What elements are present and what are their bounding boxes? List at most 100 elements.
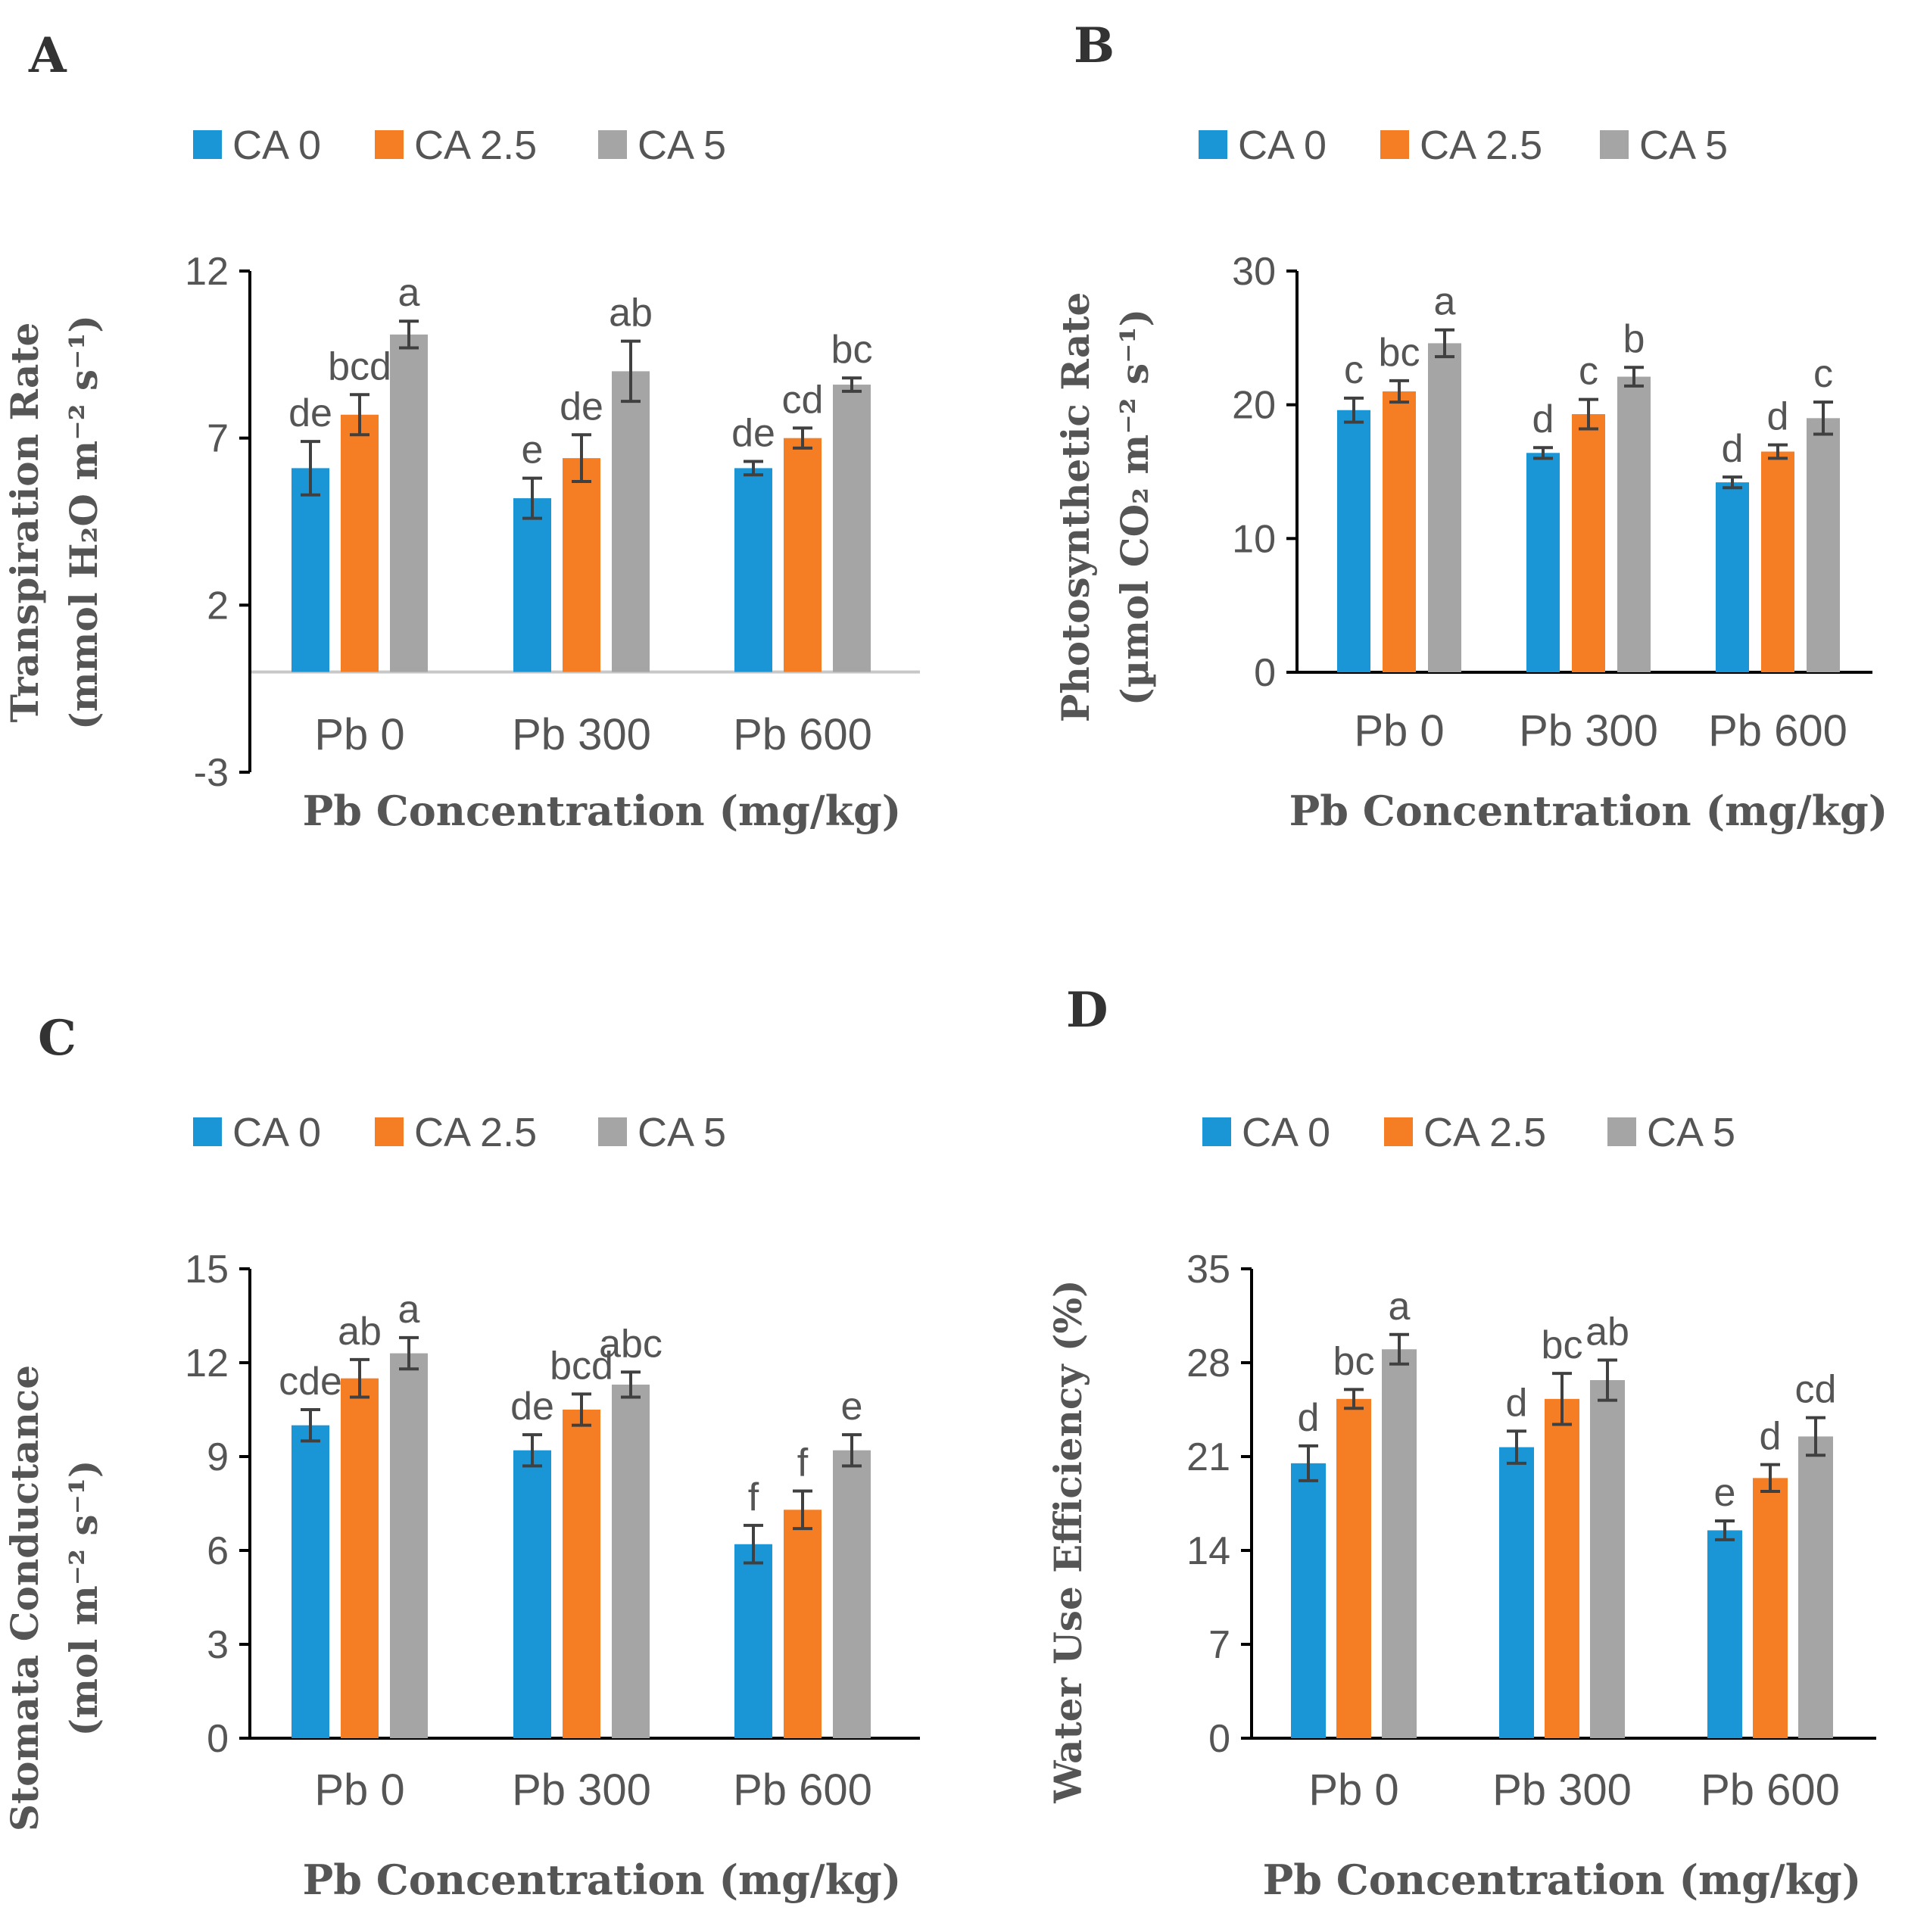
significance-letter-ca25-pb0: bcd: [328, 344, 391, 388]
legend-label-ca0: CA 0: [1242, 1110, 1330, 1155]
x-axis-title: Pb Concentration (mg/kg): [1289, 787, 1888, 835]
x-category-label-pb600: Pb 600: [733, 710, 872, 759]
bar-ca0-pb300: [1526, 453, 1560, 672]
legend-swatch-ca5: [598, 130, 627, 159]
bar-ca25-pb300: [563, 1410, 600, 1738]
y-axis-title-units: (µmol CO₂ m⁻² s⁻¹): [1112, 309, 1157, 706]
bar-ca0-pb300: [513, 498, 551, 672]
bar-ca5-pb0: [390, 334, 428, 672]
bar-ca0-pb600: [734, 1544, 772, 1738]
bar-ca25-pb0: [341, 414, 379, 672]
legend-label-ca25: CA 2.5: [1423, 1110, 1546, 1155]
chart-panel-d: D CA 0 CA 2.5 CA 5 35 28 21 14 7 0 d d e bc bc d a ab cd Pb…: [952, 966, 1905, 1932]
bar-ca25-pb600: [1753, 1478, 1788, 1738]
bar-ca0-pb600: [1716, 482, 1749, 672]
legend-label-ca5: CA 5: [1647, 1110, 1735, 1155]
significance-letter-ca0-pb600: e: [1714, 1471, 1736, 1515]
bar-ca0-pb0: [1337, 410, 1370, 672]
x-category-label-pb600: Pb 600: [1708, 706, 1847, 756]
significance-letter-ca5-pb600: cd: [1795, 1368, 1837, 1412]
y-axis-title: Water Use Efficiency (%): [1046, 1279, 1090, 1803]
significance-letter-ca5-pb300: abc: [599, 1322, 663, 1366]
bar-ca25-pb300: [1572, 414, 1605, 672]
significance-letter-ca0-pb0: cde: [279, 1360, 342, 1404]
y-tick-label: 12: [185, 250, 229, 294]
y-tick-label: 7: [1208, 1623, 1230, 1667]
bar-ca5-pb600: [1798, 1436, 1833, 1738]
bar-ca5-pb600: [1807, 418, 1840, 672]
panel-label-c: C: [38, 1010, 76, 1067]
bar-ca25-pb300: [563, 458, 600, 672]
y-tick-label: 6: [207, 1529, 229, 1573]
bar-ca0-pb300: [1499, 1447, 1534, 1738]
legend-swatch-ca0: [193, 1117, 222, 1146]
legend-swatch-ca25: [1384, 1117, 1413, 1146]
significance-letter-ca0-pb0: d: [1298, 1396, 1320, 1440]
significance-letter-ca0-pb0: de: [288, 391, 332, 435]
chart-panel-c: C CA 0 CA 2.5 CA 5 15 12 9 6 3 0 cde de f ab bcd f a abc e…: [0, 966, 952, 1932]
legend-label-ca25: CA 2.5: [414, 123, 537, 168]
y-tick-label: 35: [1186, 1248, 1230, 1292]
y-tick-label: 10: [1232, 517, 1276, 561]
legend-label-ca5: CA 5: [1639, 123, 1728, 168]
bar-ca25-pb0: [1383, 391, 1416, 672]
x-category-label-pb300: Pb 300: [1519, 706, 1658, 756]
y-axis-title: Photosynthetic Rate: [1053, 292, 1098, 723]
legend-swatch-ca0: [193, 130, 222, 159]
y-tick-label: 0: [1208, 1717, 1230, 1761]
bar-ca25-pb600: [1761, 451, 1794, 672]
significance-letter-ca0-pb300: d: [1506, 1381, 1528, 1425]
significance-letter-ca5-pb0: a: [398, 271, 420, 315]
bar-ca0-pb0: [292, 468, 329, 672]
x-category-label-pb0: Pb 0: [314, 710, 404, 759]
bar-ca25-pb300: [1545, 1398, 1579, 1738]
bar-ca0-pb0: [1291, 1463, 1326, 1738]
significance-letter-ca25-pb600: f: [797, 1441, 809, 1485]
x-category-label-pb300: Pb 300: [1492, 1765, 1632, 1815]
bar-ca5-pb600: [833, 1450, 871, 1738]
legend-swatch-ca0: [1199, 130, 1227, 159]
y-tick-label: 2: [207, 584, 229, 628]
significance-letter-ca0-pb300: d: [1532, 397, 1554, 441]
bar-ca5-pb300: [612, 371, 650, 672]
bar-ca0-pb0: [292, 1425, 329, 1738]
x-category-label-pb0: Pb 0: [314, 1765, 404, 1815]
legend-swatch-ca25: [1380, 130, 1409, 159]
y-axis-title-units: (mmol H₂O m⁻² s⁻¹): [61, 315, 106, 730]
panel-label-d: D: [1066, 982, 1108, 1039]
significance-letter-ca25-pb0: bc: [1379, 331, 1420, 375]
significance-letter-ca25-pb0: bc: [1333, 1339, 1375, 1383]
significance-letter-ca5-pb300: ab: [1585, 1310, 1629, 1354]
x-axis-title: Pb Concentration (mg/kg): [1263, 1856, 1862, 1904]
y-tick-label: 28: [1186, 1341, 1230, 1385]
significance-letter-ca0-pb300: e: [522, 428, 544, 472]
significance-letter-ca25-pb600: cd: [782, 378, 824, 422]
panel-label-a: A: [28, 27, 67, 84]
bar-ca0-pb300: [513, 1450, 551, 1738]
x-category-label-pb0: Pb 0: [1308, 1765, 1398, 1815]
legend-label-ca0: CA 0: [232, 1110, 321, 1155]
y-tick-label: 20: [1232, 384, 1276, 428]
bar-ca5-pb600: [833, 385, 871, 672]
significance-letter-ca5-pb600: c: [1813, 352, 1833, 396]
significance-letter-ca5-pb0: a: [1434, 280, 1456, 324]
x-axis-title: Pb Concentration (mg/kg): [303, 787, 902, 835]
legend-label-ca25: CA 2.5: [414, 1110, 537, 1155]
legend-label-ca25: CA 2.5: [1420, 123, 1542, 168]
bar-ca5-pb0: [1382, 1349, 1417, 1738]
x-axis-title: Pb Concentration (mg/kg): [303, 1856, 902, 1904]
significance-letter-ca25-pb300: c: [1579, 350, 1598, 394]
bar-ca5-pb300: [612, 1384, 650, 1738]
chart-svg-c: C CA 0 CA 2.5 CA 5 15 12 9 6 3 0 cde de f ab bcd f a abc e…: [2, 1010, 920, 1904]
bar-ca5-pb0: [1428, 343, 1461, 672]
legend-swatch-ca0: [1202, 1117, 1231, 1146]
legend-swatch-ca25: [375, 1117, 404, 1146]
y-tick-label: 21: [1186, 1435, 1230, 1479]
significance-letter-ca5-pb600: e: [841, 1385, 863, 1429]
bar-ca25-pb0: [341, 1378, 379, 1738]
panel-label-b: B: [1074, 17, 1115, 74]
y-axis-title: Transpiration Rate: [2, 323, 47, 723]
significance-letter-ca5-pb0: a: [398, 1288, 420, 1332]
